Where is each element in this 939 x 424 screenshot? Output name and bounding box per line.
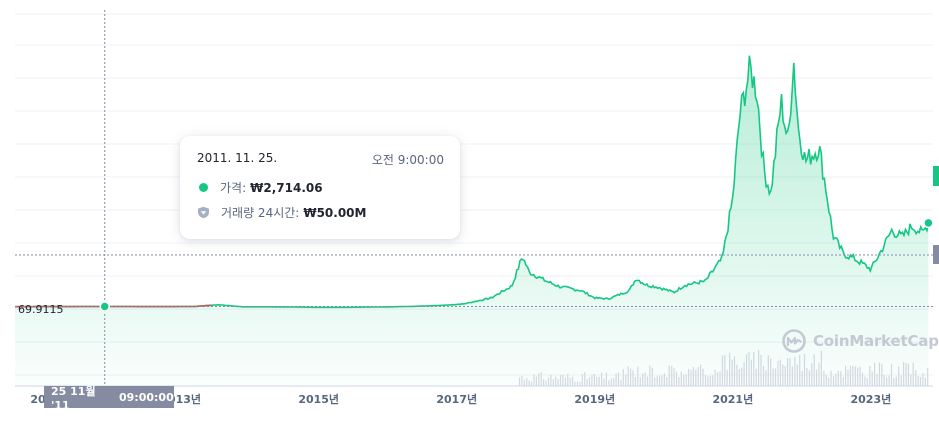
- tooltip-volume-row: 거래량 24시간: ₩50.00M: [197, 204, 366, 221]
- last-price-point: [923, 217, 934, 229]
- x-tick-label: 2019년: [574, 392, 615, 406]
- x-tick-label: 2023년: [851, 392, 892, 406]
- tooltip-time: 오전 9:00:00: [371, 153, 444, 167]
- coinmarketcap-watermark: CoinMarketCap: [781, 328, 939, 354]
- hover-point: [99, 301, 110, 312]
- price-dot-icon: [199, 183, 208, 192]
- price-area: [15, 55, 929, 386]
- crosshair-time-label: 09:00:00: [119, 390, 174, 404]
- tooltip-volume-label: 거래량 24시간:: [221, 206, 300, 220]
- last-price-marker: [933, 166, 939, 186]
- tooltip-date: 2011. 11. 25.: [197, 151, 278, 165]
- tooltip-price-label: 가격:: [220, 181, 247, 195]
- x-tick-label: 2015년: [298, 392, 339, 406]
- x-tick-label: 2017년: [436, 392, 477, 406]
- price-tooltip: 2011. 11. 25. 오전 9:00:00 가격: ₩2,714.06 거…: [180, 136, 460, 239]
- volume-shield-icon: [198, 206, 209, 219]
- crosshair-date-label: 25 11월 '11: [51, 384, 96, 412]
- tooltip-volume-value: ₩50.00M: [303, 205, 367, 220]
- x-tick-label: 20: [30, 393, 46, 406]
- tooltip-price-value: ₩2,714.06: [250, 180, 323, 195]
- x-tick-label: 2021년: [712, 392, 753, 406]
- y-reference-label: 69.9115: [18, 303, 64, 316]
- tooltip-price-row: 가격: ₩2,714.06: [197, 179, 323, 196]
- crosshair-x-label: 25 11월 '11 09:00:00: [44, 385, 174, 412]
- coinmarketcap-logo-icon: [782, 329, 806, 353]
- range-marker: [933, 245, 939, 264]
- watermark-text: CoinMarketCap: [813, 332, 939, 350]
